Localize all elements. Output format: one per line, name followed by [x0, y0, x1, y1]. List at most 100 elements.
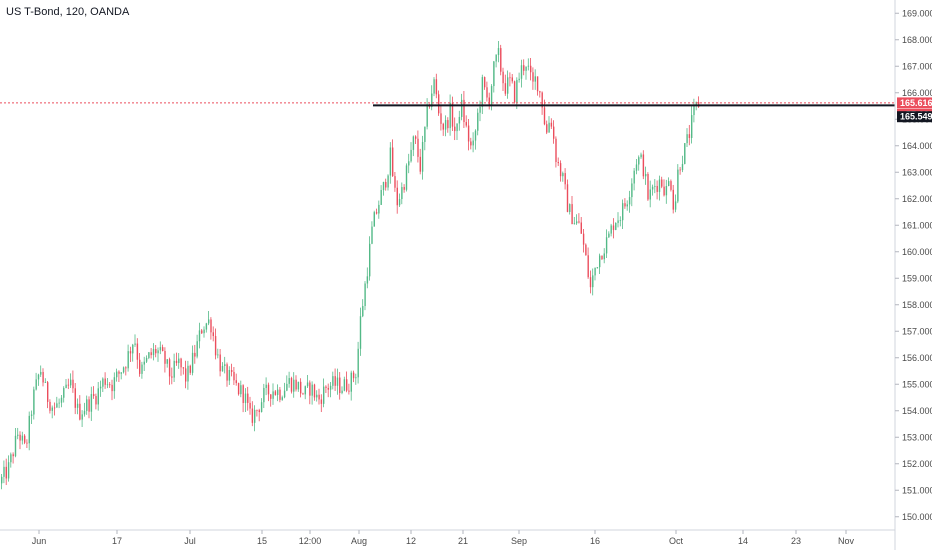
candle-body [668, 181, 670, 187]
candle-body [58, 402, 60, 404]
candle-body [14, 435, 17, 457]
candle-body [509, 77, 511, 79]
candle-body [359, 316, 362, 349]
candle-body [543, 107, 546, 125]
candle-body [111, 384, 113, 392]
candle-body [394, 176, 396, 188]
candle-body [212, 332, 214, 337]
candle-body [601, 255, 603, 260]
candle-body [277, 389, 279, 395]
candle-body [440, 113, 442, 124]
candle-body [189, 365, 191, 373]
price-axis-label: 168.000 [902, 35, 932, 45]
candle-body [76, 403, 79, 408]
candle-body [214, 336, 217, 356]
candle-body [198, 330, 201, 342]
candle-body [610, 225, 612, 234]
candle-body [148, 352, 150, 358]
candle-body [244, 393, 247, 403]
candle-body [382, 181, 385, 191]
candle-body [221, 365, 224, 372]
candle-body [171, 376, 173, 378]
candle-body [631, 183, 633, 198]
candle-body [306, 382, 309, 387]
marker-price-label-bg [897, 111, 932, 123]
candle-body [208, 319, 210, 324]
candle-body [624, 203, 626, 207]
candle-body [470, 141, 472, 146]
candle-body [90, 394, 93, 412]
price-axis-label: 158.000 [902, 300, 932, 310]
candle-body [463, 99, 465, 123]
candle-body [608, 233, 610, 238]
candle-body [263, 387, 265, 403]
candle-body [309, 382, 311, 396]
candle-body [97, 388, 99, 405]
time-axis-label: 14 [738, 536, 748, 546]
candle-body [201, 330, 203, 334]
candle-body [587, 255, 589, 278]
candle-body [332, 376, 334, 386]
time-axis-label: 15 [257, 536, 267, 546]
candle-body [615, 222, 617, 230]
candle-body [79, 403, 81, 420]
candle-body [663, 186, 665, 196]
candle-body [649, 189, 651, 200]
candle-body [274, 391, 277, 395]
marker-price-label: 165.549 [897, 111, 932, 123]
candle-body [628, 197, 631, 205]
candle-body [302, 393, 304, 395]
candle-body [366, 276, 369, 284]
candle-body [405, 165, 408, 190]
candle-body [196, 341, 198, 357]
candle-body [504, 83, 507, 94]
candle-body [507, 77, 509, 94]
candle-body [286, 383, 288, 391]
candle-body [527, 65, 530, 67]
candle-body [569, 204, 571, 212]
candle-body [279, 389, 281, 400]
candle-body [626, 204, 628, 207]
candle-body [605, 237, 608, 254]
candle-body [74, 388, 76, 408]
candle-body [373, 212, 375, 227]
candle-body [548, 122, 550, 133]
candle-body [247, 393, 249, 403]
candle-body [327, 387, 329, 390]
candle-body [26, 442, 28, 444]
candle-body [442, 123, 444, 130]
candle-body [318, 394, 320, 400]
candle-body [37, 374, 40, 380]
candle-body [458, 116, 461, 124]
candle-body [67, 384, 70, 386]
candle-body [1, 476, 3, 484]
candle-body [484, 77, 486, 88]
time-axis[interactable]: Jun 17 Jul 15 12:00 Aug 12 21 Sep 16 Oct 14 23 Nov [32, 530, 855, 546]
candle-body [233, 371, 235, 381]
candle-body [654, 185, 656, 187]
candle-body [88, 399, 90, 412]
candle-body [651, 186, 654, 190]
candle-body [293, 379, 295, 392]
candle-body [576, 221, 578, 224]
time-axis-label: 12:00 [299, 536, 322, 546]
candle-body [638, 157, 640, 165]
candle-body [426, 105, 428, 127]
price-axis[interactable]: 150.000 151.000 152.000 153.000 154.000 155.0… [895, 8, 932, 522]
candle-body [162, 347, 164, 351]
candle-body [350, 372, 352, 392]
candle-body [95, 396, 97, 405]
candle-body [479, 106, 481, 113]
candle-body [141, 364, 143, 374]
candle-body [251, 408, 254, 423]
candle-body [447, 120, 449, 129]
candle-body [334, 376, 336, 386]
candle-body [136, 343, 139, 360]
candle-body [53, 407, 56, 409]
candle-body [104, 378, 106, 385]
candle-body [182, 367, 185, 369]
candle-body [231, 370, 233, 372]
candle-body [60, 397, 63, 403]
candle-body [500, 48, 502, 72]
time-axis-label: Jul [184, 536, 196, 546]
